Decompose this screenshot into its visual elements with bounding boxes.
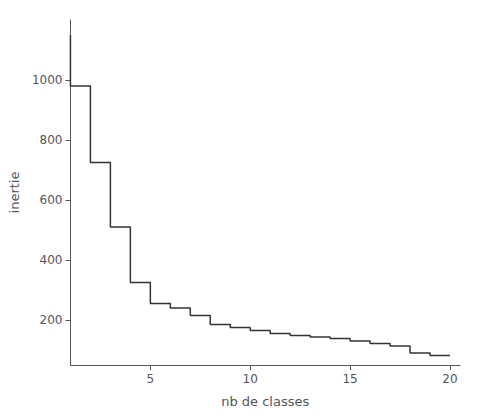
svg-text:1000: 1000 [32,73,63,87]
svg-text:10: 10 [243,372,258,386]
svg-text:nb de classes: nb de classes [221,394,309,409]
svg-text:inertie: inertie [7,172,22,214]
svg-text:800: 800 [40,133,63,147]
svg-text:15: 15 [342,372,357,386]
svg-text:200: 200 [40,313,63,327]
svg-text:400: 400 [40,253,63,267]
svg-text:600: 600 [40,193,63,207]
svg-text:5: 5 [147,372,155,386]
svg-text:20: 20 [442,372,457,386]
